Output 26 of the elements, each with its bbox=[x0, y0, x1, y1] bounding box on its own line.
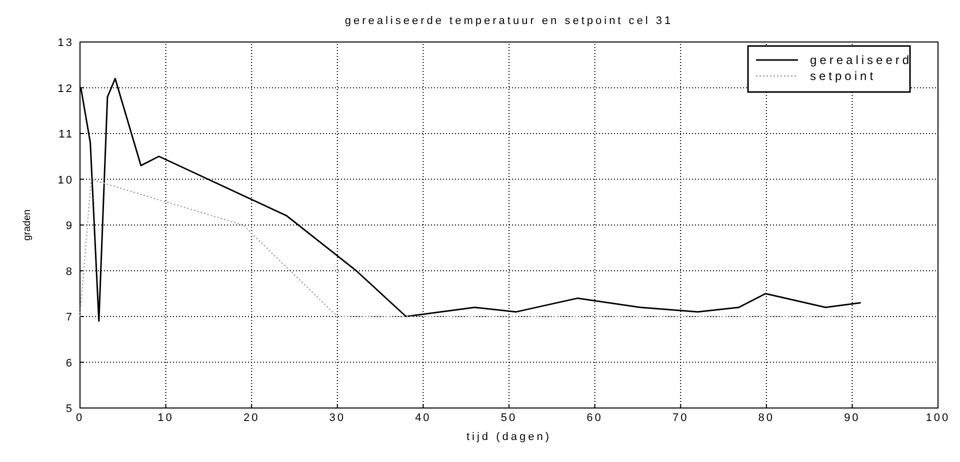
chart-title: gerealiseerde temperatuur en setpoint cel 31 bbox=[344, 15, 674, 27]
x-tick-label: 20 bbox=[243, 412, 260, 424]
y-tick-label: 9 bbox=[66, 220, 74, 232]
line-series bbox=[79, 178, 862, 318]
x-tick-label: 0 bbox=[76, 412, 84, 424]
x-tick-label: 100 bbox=[926, 412, 950, 424]
x-tick-label: 50 bbox=[500, 412, 518, 424]
y-tick-label: 6 bbox=[66, 357, 74, 370]
y-tick-label: 5 bbox=[66, 403, 74, 415]
y-tick-label: 7 bbox=[66, 312, 74, 324]
y-tick-label: 10 bbox=[58, 174, 74, 186]
y-axis-title: graden bbox=[22, 209, 33, 241]
y-tick-label: 13 bbox=[58, 37, 74, 49]
x-tick-label: 80 bbox=[758, 412, 775, 424]
x-tick-label: 10 bbox=[158, 412, 174, 424]
x-tick-label: 30 bbox=[329, 412, 346, 424]
x-tick-label: 60 bbox=[586, 412, 603, 424]
x-tick-label: 70 bbox=[672, 412, 689, 424]
legend-label: setpoint bbox=[810, 69, 876, 83]
y-tick-label: 11 bbox=[58, 128, 74, 140]
y-tick-label: 8 bbox=[66, 266, 74, 278]
legend-label: gerealiseerd bbox=[810, 53, 912, 67]
x-axis-title: tijd (dagen) bbox=[466, 431, 552, 443]
x-tick-label: 90 bbox=[844, 412, 860, 424]
x-tick-label: 40 bbox=[415, 412, 432, 424]
y-tick-label: 12 bbox=[58, 82, 74, 95]
